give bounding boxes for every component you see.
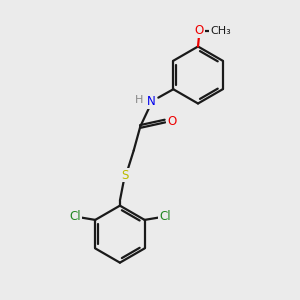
Text: O: O	[167, 115, 176, 128]
Text: Cl: Cl	[159, 210, 171, 223]
Text: H: H	[135, 95, 143, 105]
Text: S: S	[122, 169, 129, 182]
Text: O: O	[195, 24, 204, 38]
Text: Cl: Cl	[69, 210, 81, 223]
Text: N: N	[147, 95, 156, 108]
Text: CH₃: CH₃	[210, 26, 231, 36]
